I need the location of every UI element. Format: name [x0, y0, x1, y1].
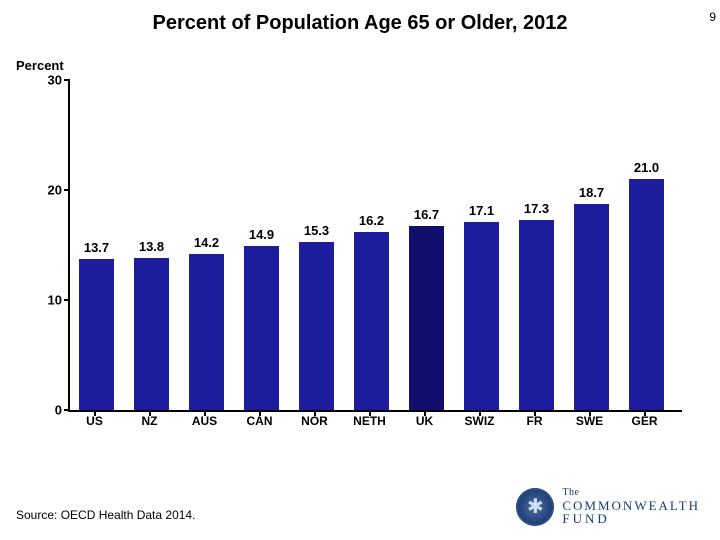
bar-can: 14.9 — [244, 246, 279, 410]
bar-rect — [629, 179, 664, 410]
bar-rect — [79, 259, 114, 410]
bar-rect — [574, 204, 609, 410]
bar-neth: 16.2 — [354, 232, 389, 410]
plot-area: 13.7 13.8 14.2 14.9 15.3 16.2 16.7 17.1 17.3 18.7… — [68, 80, 682, 412]
bar-chart: 13.7 13.8 14.2 14.9 15.3 16.2 16.7 17.1 17.3 18.7… — [40, 80, 690, 440]
bar-rect — [244, 246, 279, 410]
bar-rect — [134, 258, 169, 410]
x-tick-label: AUS — [192, 414, 217, 428]
bar-value-label: 14.9 — [249, 227, 274, 242]
bar-value-label: 16.2 — [359, 213, 384, 228]
bar-rect — [354, 232, 389, 410]
y-tick-label: 30 — [40, 73, 62, 88]
x-tick-label: CAN — [247, 414, 273, 428]
y-tick-mark — [64, 189, 70, 191]
y-axis-label: Percent — [16, 58, 64, 73]
logo-line-2: FUND — [562, 512, 700, 526]
y-tick-label: 0 — [40, 403, 62, 418]
bar-value-label: 15.3 — [304, 223, 329, 238]
bar-us: 13.7 — [79, 259, 114, 410]
bar-nz: 13.8 — [134, 258, 169, 410]
logo-text: The COMMONWEALTH FUND — [562, 488, 700, 526]
x-tick-label: NZ — [142, 414, 158, 428]
y-tick-label: 10 — [40, 293, 62, 308]
y-tick-mark — [64, 409, 70, 411]
bar-rect — [299, 242, 334, 410]
bar-value-label: 21.0 — [634, 160, 659, 175]
x-tick-label: US — [86, 414, 103, 428]
bar-uk: 16.7 — [409, 226, 444, 410]
x-tick-label: FR — [527, 414, 543, 428]
bar-value-label: 14.2 — [194, 235, 219, 250]
bar-value-label: 13.8 — [139, 239, 164, 254]
bar-fr: 17.3 — [519, 220, 554, 410]
bar-aus: 14.2 — [189, 254, 224, 410]
bar-rect — [189, 254, 224, 410]
y-tick-mark — [64, 299, 70, 301]
y-tick-mark — [64, 79, 70, 81]
logo-seal-icon — [516, 488, 554, 526]
bar-value-label: 16.7 — [414, 207, 439, 222]
slide: Percent of Population Age 65 or Older, 2… — [0, 0, 720, 540]
x-tick-label: GER — [631, 414, 657, 428]
commonwealth-fund-logo: The COMMONWEALTH FUND — [516, 488, 700, 526]
bar-rect — [464, 222, 499, 410]
x-tick-label: UK — [416, 414, 433, 428]
source-text: Source: OECD Health Data 2014. — [16, 508, 195, 522]
bar-nor: 15.3 — [299, 242, 334, 410]
chart-title: Percent of Population Age 65 or Older, 2… — [0, 12, 720, 35]
y-tick-label: 20 — [40, 183, 62, 198]
x-tick-label: NOR — [301, 414, 328, 428]
bar-rect — [519, 220, 554, 410]
bar-value-label: 17.3 — [524, 201, 549, 216]
bar-value-label: 18.7 — [579, 185, 604, 200]
logo-line-1: COMMONWEALTH — [562, 499, 700, 513]
bar-swiz: 17.1 — [464, 222, 499, 410]
bar-rect — [409, 226, 444, 410]
page-number: 9 — [709, 10, 716, 24]
x-tick-label: NETH — [353, 414, 386, 428]
x-tick-label: SWIZ — [465, 414, 495, 428]
bar-value-label: 17.1 — [469, 203, 494, 218]
x-tick-label: SWE — [576, 414, 603, 428]
bar-ger: 21.0 — [629, 179, 664, 410]
bar-swe: 18.7 — [574, 204, 609, 410]
bar-value-label: 13.7 — [84, 240, 109, 255]
